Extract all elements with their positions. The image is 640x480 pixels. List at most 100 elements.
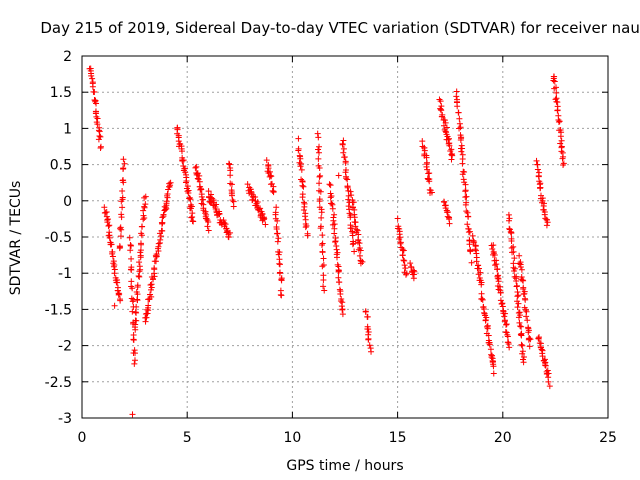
data-point <box>508 230 515 237</box>
data-point <box>155 240 162 247</box>
data-point <box>555 119 562 126</box>
data-point <box>517 323 524 330</box>
data-point <box>510 248 517 255</box>
data-point <box>535 335 542 342</box>
data-point <box>544 219 551 226</box>
data-point <box>315 146 322 153</box>
data-point <box>96 132 103 139</box>
data-point <box>275 235 282 242</box>
data-point <box>329 205 336 212</box>
data-point <box>448 156 455 163</box>
data-point <box>518 273 525 280</box>
data-point <box>468 259 475 266</box>
data-point <box>560 162 567 169</box>
data-point <box>270 188 277 195</box>
data-point <box>349 232 356 239</box>
data-point <box>366 342 373 349</box>
data-point <box>89 75 96 82</box>
data-point <box>119 188 126 195</box>
data-point <box>506 344 513 351</box>
y-tick-label: -2 <box>58 339 72 355</box>
data-point <box>494 274 501 281</box>
data-point <box>517 331 524 338</box>
data-point <box>502 310 509 317</box>
data-point <box>539 347 546 354</box>
data-point <box>321 287 328 294</box>
data-point <box>490 370 497 377</box>
data-point <box>510 264 517 271</box>
data-point <box>328 192 335 199</box>
data-point <box>130 337 137 344</box>
data-point <box>295 145 302 152</box>
data-point <box>298 166 305 173</box>
data-point <box>514 304 521 311</box>
data-point <box>120 165 127 172</box>
data-point <box>423 154 430 161</box>
data-point <box>448 146 455 153</box>
data-point <box>226 161 233 168</box>
data-point <box>520 284 527 291</box>
data-point <box>558 148 565 155</box>
data-point <box>89 83 96 90</box>
data-point <box>518 341 525 348</box>
data-point <box>478 281 485 288</box>
data-point <box>493 261 500 268</box>
data-point <box>402 271 409 278</box>
data-point <box>332 238 339 245</box>
data-point <box>188 214 195 221</box>
data-point <box>558 129 565 136</box>
data-point <box>128 242 135 249</box>
data-point <box>315 155 322 162</box>
data-point <box>350 240 357 247</box>
x-tick-labels: 0 5 10 15 20 25 <box>78 430 617 446</box>
y-tick-label: 0.5 <box>50 158 72 174</box>
data-point <box>314 130 321 137</box>
data-point <box>302 224 309 231</box>
data-point <box>318 223 325 230</box>
data-point <box>106 222 113 229</box>
data-point <box>499 300 506 307</box>
data-point <box>189 218 196 225</box>
data-point <box>316 196 323 203</box>
data-point <box>550 75 557 82</box>
data-point <box>277 291 284 298</box>
data-point <box>129 298 136 305</box>
data-point <box>97 143 104 150</box>
data-point <box>537 184 544 191</box>
data-point <box>108 241 115 248</box>
data-point <box>244 181 251 188</box>
data-point <box>133 317 140 324</box>
data-point <box>274 217 281 224</box>
y-tick-label: 1 <box>63 121 72 137</box>
data-point <box>351 248 358 255</box>
data-point <box>348 192 355 199</box>
data-point <box>179 157 186 164</box>
data-point <box>445 136 452 143</box>
data-point <box>518 332 525 339</box>
data-point <box>175 138 182 145</box>
data-point <box>364 313 371 320</box>
data-point <box>185 187 192 194</box>
data-point <box>278 277 285 284</box>
data-point <box>315 134 322 141</box>
data-point <box>205 219 212 226</box>
data-point <box>525 329 532 336</box>
data-point <box>515 292 522 299</box>
data-point <box>111 266 118 273</box>
data-point <box>339 311 346 318</box>
data-point <box>272 209 279 216</box>
data-point <box>209 195 216 202</box>
data-point <box>461 169 468 176</box>
data-point <box>352 223 359 230</box>
data-point <box>514 282 521 289</box>
data-point <box>356 252 363 259</box>
data-point <box>534 166 541 173</box>
data-point <box>365 329 372 336</box>
data-point <box>320 255 327 262</box>
data-point <box>114 279 121 286</box>
data-point <box>524 317 531 324</box>
data-point <box>216 210 223 217</box>
data-point <box>247 186 254 193</box>
data-point <box>273 204 280 211</box>
data-point <box>319 240 326 247</box>
